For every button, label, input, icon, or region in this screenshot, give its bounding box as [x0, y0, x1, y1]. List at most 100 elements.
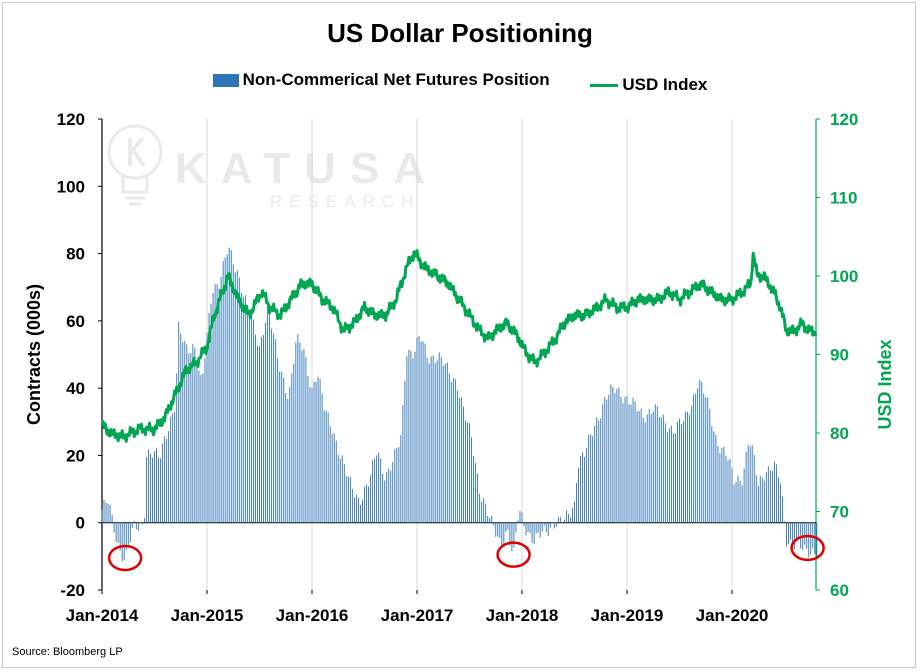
bar	[255, 334, 256, 523]
right-axis-title: USD Index	[875, 339, 895, 429]
x-tick-label: Jan-2020	[696, 606, 769, 625]
left-tick-label: 0	[76, 514, 85, 533]
bar	[483, 498, 485, 523]
bar	[588, 435, 590, 523]
bar	[652, 411, 654, 523]
bar	[525, 522, 527, 536]
bar	[796, 522, 798, 542]
bar	[475, 463, 477, 523]
bar	[204, 358, 206, 523]
bar	[273, 333, 275, 523]
bar	[420, 341, 422, 523]
bar	[119, 522, 121, 551]
bar	[416, 337, 418, 523]
source-note: Source: Bloomberg LP	[12, 646, 123, 658]
bar	[127, 522, 129, 547]
bar	[390, 470, 392, 523]
bar	[139, 522, 141, 524]
bar	[174, 411, 176, 523]
x-tick-label: Jan-2018	[486, 606, 559, 625]
bar	[226, 254, 228, 523]
bar	[642, 417, 644, 523]
bar	[509, 522, 511, 546]
bar	[170, 416, 172, 523]
chart-title: US Dollar Positioning	[327, 18, 593, 48]
bar	[729, 458, 731, 523]
bar	[240, 292, 242, 523]
bar	[101, 509, 103, 523]
bar	[299, 342, 301, 523]
bar	[612, 386, 614, 523]
bar	[471, 437, 472, 523]
bar	[804, 522, 806, 545]
bar	[644, 422, 646, 523]
highlight-circle	[107, 544, 143, 572]
bar	[184, 340, 186, 523]
bar	[131, 522, 133, 528]
bar	[341, 455, 343, 523]
bar	[287, 399, 289, 523]
bar	[384, 480, 386, 523]
right-tick-label: 90	[830, 346, 849, 365]
bar	[618, 387, 620, 523]
bar	[638, 411, 640, 523]
lightbulb-k-icon	[107, 124, 163, 206]
bar	[683, 421, 684, 523]
bar	[301, 350, 303, 523]
bar	[614, 393, 616, 523]
bar	[303, 349, 305, 523]
bar	[248, 317, 250, 523]
bar	[238, 277, 240, 523]
bar	[481, 501, 483, 523]
bar	[662, 414, 664, 523]
bar	[563, 519, 565, 523]
bar	[705, 397, 707, 523]
bar	[325, 410, 327, 523]
bar	[347, 476, 349, 523]
bar	[515, 522, 517, 533]
bar	[763, 480, 765, 523]
bar	[771, 470, 773, 523]
bar	[212, 293, 214, 523]
bar	[446, 362, 448, 523]
bar	[759, 475, 761, 523]
left-tick-label: 120	[57, 110, 85, 129]
bar	[150, 453, 151, 523]
bar	[196, 365, 198, 523]
bar	[414, 351, 416, 523]
bar	[454, 379, 456, 523]
bar	[499, 522, 501, 539]
left-tick-label: 40	[66, 379, 85, 398]
bar	[622, 403, 624, 523]
bar	[473, 456, 474, 523]
bar	[707, 397, 709, 523]
bar	[321, 393, 323, 523]
bar	[634, 401, 636, 523]
bar	[691, 405, 693, 523]
bar	[570, 517, 571, 523]
bar	[178, 321, 180, 523]
bar	[143, 518, 145, 523]
bar	[527, 522, 529, 532]
bar	[513, 522, 515, 548]
bar	[709, 409, 711, 523]
right-tick-label: 110	[830, 189, 857, 208]
usd-index-line	[100, 249, 818, 443]
x-tick-label: Jan-2014	[66, 606, 139, 625]
bar	[372, 460, 374, 523]
bar	[543, 522, 545, 526]
bar	[576, 482, 577, 523]
bar	[360, 505, 361, 523]
bar	[113, 522, 115, 533]
watermark-brand: KATUSA	[175, 144, 440, 193]
bar	[790, 522, 792, 540]
bar	[537, 522, 539, 533]
bar	[400, 434, 402, 523]
bar	[775, 464, 777, 523]
bar	[319, 378, 321, 523]
bar	[699, 379, 701, 523]
bar	[188, 353, 190, 523]
bar	[252, 319, 254, 523]
bar	[192, 344, 194, 523]
bar	[565, 510, 567, 523]
